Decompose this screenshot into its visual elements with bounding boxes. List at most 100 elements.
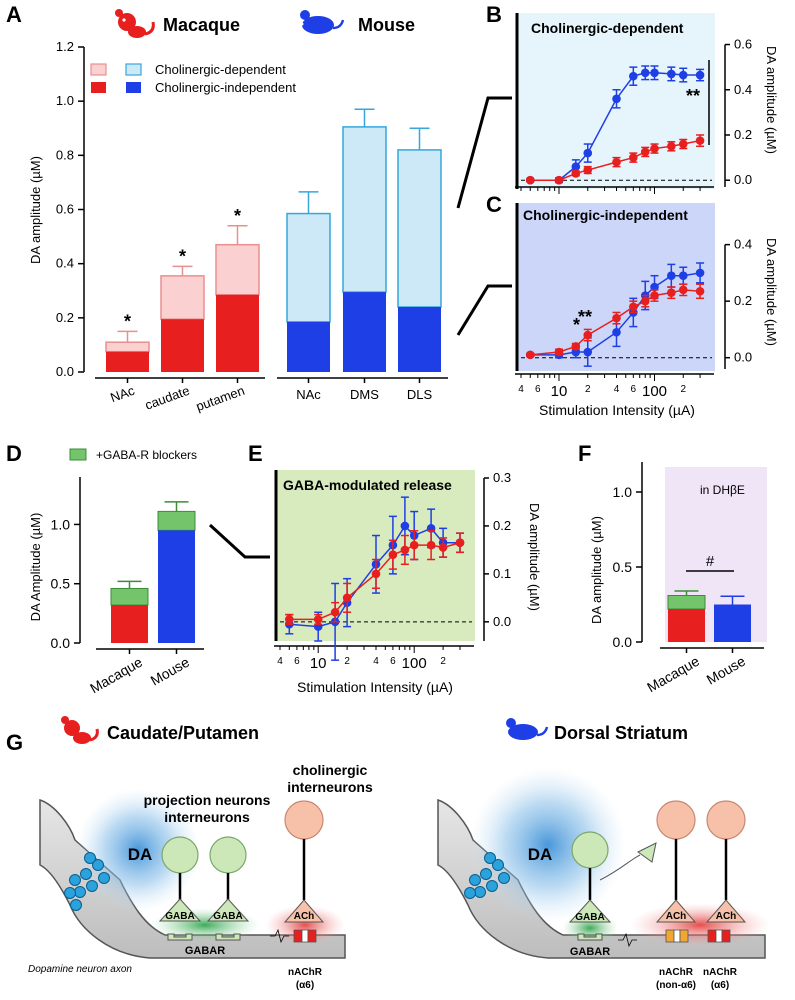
panel-a-y-axis: 0.0 0.2 0.4 0.6 0.8 1.0 1.2 bbox=[56, 39, 85, 379]
data-point-macaque bbox=[667, 288, 676, 297]
alpha6-label-macaque: (α6) bbox=[296, 980, 314, 991]
panel-d-plot: 0.0 0.5 1.0 Macaque Mouse bbox=[51, 477, 204, 696]
panel-d-ylabel: DA Amplitude (µM) bbox=[28, 513, 43, 622]
y-tick-label: 0.4 bbox=[734, 82, 752, 97]
y-tick-label: 0.2 bbox=[734, 127, 752, 142]
panel-a-ylabel: DA amplitude (µM) bbox=[28, 156, 43, 264]
panel-a: A Macaque Mouse 0.0 0.2 0.4 0.6 0.8 1.0 1.2 DA… bbox=[6, 2, 448, 414]
panel-letter-g: G bbox=[6, 730, 23, 755]
gaba-neuron-1: GABA bbox=[158, 836, 202, 922]
panel-b-plot: 0.0 0.2 0.4 0.6 bbox=[515, 37, 752, 194]
non-alpha6-label: (non-α6) bbox=[656, 980, 696, 991]
data-point-macaque bbox=[678, 285, 688, 295]
y-tick-label: 0.0 bbox=[613, 634, 633, 650]
x-tick-label: 6 bbox=[294, 656, 300, 667]
data-point-mouse bbox=[678, 70, 688, 80]
y-tick-label: 0.2 bbox=[734, 293, 752, 308]
panel-letter-a: A bbox=[6, 2, 22, 27]
panel-c-plot: 0.00.20.44 6 10 2 4 6 100 2 bbox=[515, 237, 752, 400]
cholinergic-neuron-mouse-2: ACh bbox=[705, 800, 747, 923]
data-point-macaque bbox=[695, 286, 705, 296]
cholinergic-neuron: ACh bbox=[283, 800, 325, 923]
macaque-title: Macaque bbox=[163, 15, 240, 35]
data-point-macaque bbox=[629, 153, 638, 162]
nachr-label-macaque: nAChR bbox=[288, 967, 323, 978]
y-tick-label: 0.4 bbox=[734, 237, 752, 252]
y-tick-label: 0.5 bbox=[51, 576, 71, 592]
panel-f-ylabel: DA amplitude (µM) bbox=[589, 516, 604, 624]
panel-a-y-tick-label: 0.2 bbox=[56, 310, 74, 325]
panel-c-ylabel: DA amplitude (µM) bbox=[764, 238, 779, 346]
x-label-DMS: DMS bbox=[350, 387, 379, 402]
mouse-icon bbox=[300, 10, 345, 34]
vesicles-mouse bbox=[464, 852, 510, 899]
legend-swatch-mouse-independent bbox=[126, 82, 141, 93]
x-label-macaque: Macaque bbox=[87, 654, 145, 697]
data-point-macaque bbox=[438, 543, 448, 552]
bar-base-mouse bbox=[714, 604, 751, 642]
ach-label-macaque: ACh bbox=[294, 911, 315, 922]
data-point-macaque bbox=[640, 147, 650, 157]
data-point-macaque bbox=[371, 569, 381, 579]
panel-a-y-tick-label: 1.0 bbox=[56, 93, 74, 108]
bar-dependent-caudate bbox=[160, 275, 205, 320]
bar-dependent-DMS bbox=[342, 126, 387, 293]
da-glow-mouse bbox=[470, 767, 626, 923]
x-tick-label: 10 bbox=[551, 383, 568, 400]
legend-swatch-mouse-dependent bbox=[125, 63, 142, 76]
panel-a-y-tick-label: 0.0 bbox=[56, 364, 74, 379]
legend-label-dependent: Cholinergic-dependent bbox=[155, 62, 286, 77]
y-tick-label: 0.0 bbox=[493, 614, 511, 629]
x-tick-label: 4 bbox=[614, 384, 620, 395]
projection-neurons-label: projection neurons bbox=[144, 792, 271, 808]
x-tick-label: 6 bbox=[535, 384, 541, 395]
panel-b-significance: ** bbox=[686, 86, 700, 106]
nachr-non-alpha6-mouse bbox=[665, 929, 689, 943]
significance-NAc: * bbox=[124, 311, 131, 331]
data-point-macaque bbox=[612, 313, 621, 323]
panel-b: B Cholinergic-dependent 0.0 0.2 0.4 0.6 DA … bbox=[486, 2, 779, 194]
panel-letter-c: C bbox=[486, 192, 502, 217]
y-tick-label: 0.3 bbox=[493, 470, 511, 485]
data-point-macaque bbox=[330, 607, 340, 617]
y-tick-label: 0.2 bbox=[493, 518, 511, 533]
panel-f: F in DHβE 0.0 0.5 1.0 Macaque Mouse DA ampli… bbox=[578, 441, 767, 695]
gabar-receptors-macaque bbox=[167, 933, 241, 941]
data-point-mouse bbox=[583, 347, 593, 357]
panel-f-note: in DHβE bbox=[700, 483, 745, 497]
significance-putamen: * bbox=[234, 206, 241, 226]
nachr-label-mouse-2: nAChR bbox=[703, 967, 738, 978]
x-label-putamen: putamen bbox=[194, 383, 247, 414]
data-point-macaque bbox=[455, 538, 465, 548]
x-label-DLS: DLS bbox=[407, 387, 433, 402]
panel-letter-f: F bbox=[578, 441, 591, 466]
panel-a-y-tick-label: 0.6 bbox=[56, 202, 74, 217]
data-point-mouse bbox=[612, 94, 621, 104]
gaba-label-2: GABA bbox=[213, 911, 242, 922]
bar-base-macaque bbox=[668, 609, 705, 642]
data-point-macaque bbox=[695, 136, 705, 145]
x-tick-label: 6 bbox=[390, 656, 396, 667]
x-tick-label: 100 bbox=[642, 383, 667, 400]
gaba-label-mouse: GABA bbox=[575, 912, 604, 923]
zoom-line-b bbox=[456, 96, 512, 209]
da-label-mouse: DA bbox=[528, 845, 553, 864]
data-point-macaque bbox=[400, 545, 410, 555]
data-point-macaque bbox=[571, 169, 581, 178]
data-point-macaque bbox=[554, 175, 564, 185]
x-tick-label: 6 bbox=[631, 384, 637, 395]
x-tick-label: 4 bbox=[277, 656, 283, 667]
macaque-icon bbox=[115, 9, 155, 38]
panel-a-y-tick-label: 0.8 bbox=[56, 147, 74, 162]
data-point-macaque bbox=[612, 157, 621, 167]
gabar-receptor-mouse bbox=[577, 933, 603, 941]
signal-trace-mouse bbox=[618, 932, 637, 948]
cholinergic-neuron-mouse-1: ACh bbox=[655, 800, 697, 923]
signal-trace-macaque bbox=[270, 928, 289, 944]
data-point-mouse bbox=[695, 268, 705, 278]
data-point-macaque bbox=[388, 550, 398, 560]
data-point-macaque bbox=[650, 291, 659, 300]
data-point-macaque bbox=[583, 165, 593, 175]
bar-independent-caudate bbox=[161, 319, 204, 372]
